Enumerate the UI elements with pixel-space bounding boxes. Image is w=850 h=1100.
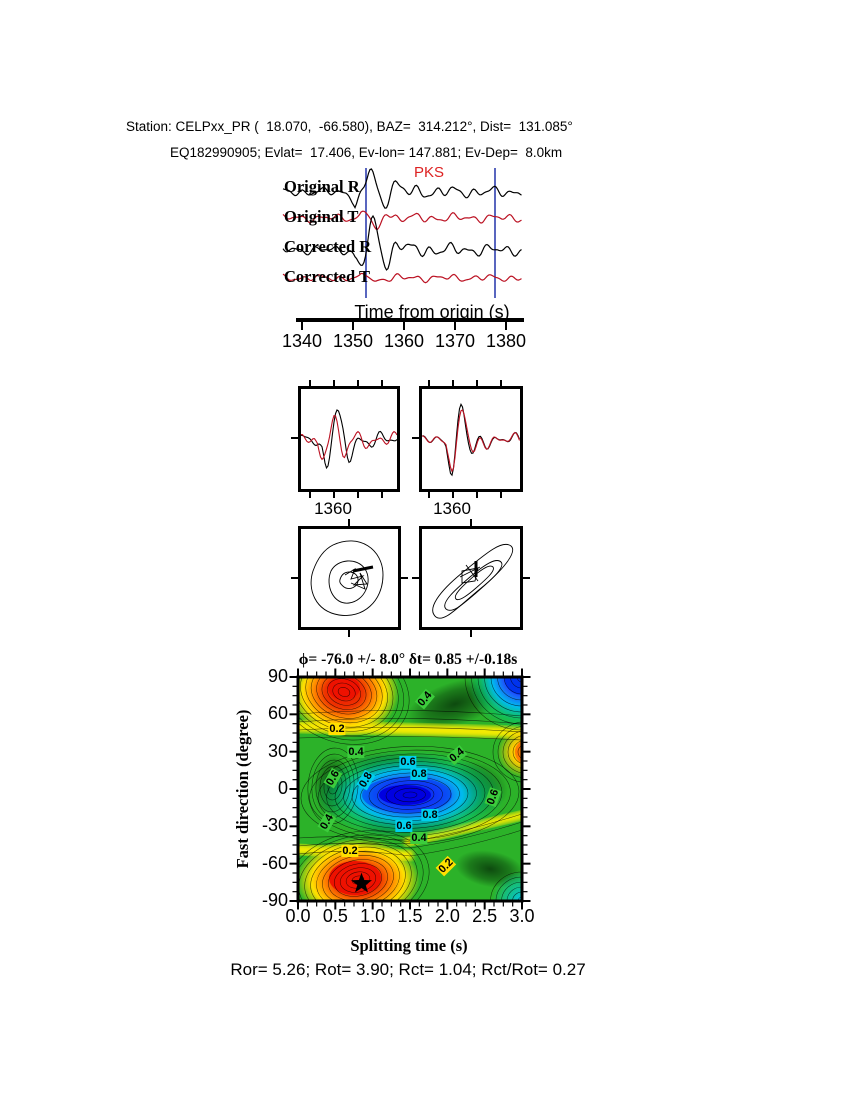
time-axis-tick-label: 1380 xyxy=(485,331,527,351)
tick-mark xyxy=(476,492,478,498)
tick-mark xyxy=(452,492,454,498)
contour-level-label: 0.4 xyxy=(414,688,436,710)
contour-level-label: 0.4 xyxy=(410,832,428,844)
header-line-2: EQ182990905; Evlat= 17.406, Ev-lon= 147.… xyxy=(170,145,563,160)
waveform-traces-plot xyxy=(282,168,522,298)
contour-level-label: 0.6 xyxy=(484,786,502,808)
time-axis-tick-label: 1370 xyxy=(434,331,476,351)
tick-mark xyxy=(348,519,350,526)
contour-level-label: 0.4 xyxy=(317,811,337,833)
contour-axis-ticks xyxy=(289,668,531,910)
phase-label-pks: PKS xyxy=(414,164,445,181)
tick-mark xyxy=(357,492,359,498)
tick-mark xyxy=(333,492,335,498)
time-axis-tick-label: 1350 xyxy=(332,331,374,351)
contour-level-label: 0.8 xyxy=(410,768,428,780)
time-axis-tick xyxy=(454,322,456,330)
time-axis-title: Time from origin (s) xyxy=(354,302,510,322)
trace-label-original-t: Original T xyxy=(284,207,359,226)
header-line-1: Station: CELPxx_PR ( 18.070, -66.580), B… xyxy=(126,119,573,134)
waveform-trace xyxy=(282,168,522,209)
tick-mark xyxy=(401,577,408,579)
contour-frame xyxy=(296,675,524,903)
particle-motion-box-right xyxy=(419,526,523,630)
contour-title: ϕ= -76.0 +/- 8.0° δt= 0.85 +/-0.18s xyxy=(298,651,518,668)
tick-mark xyxy=(291,577,298,579)
waveform-trace xyxy=(422,402,520,477)
particle-motion-plot-right xyxy=(432,543,514,619)
time-axis-tick xyxy=(301,322,303,330)
particle-motion-plot-left xyxy=(310,540,384,616)
tick-mark xyxy=(470,519,472,526)
contour-level-label: 0.2 xyxy=(341,845,359,857)
tick-mark xyxy=(412,437,419,439)
waveform-trace xyxy=(422,409,520,473)
waveform-trace xyxy=(301,414,397,461)
contour-level-label: 0.8 xyxy=(356,769,376,791)
contour-level-label: 0.4 xyxy=(446,744,468,766)
best-fit-star xyxy=(351,872,372,893)
zoom-box-left-label: 1360 xyxy=(314,499,352,518)
contour-y-axis-label: Fast direction (degree) xyxy=(233,709,252,869)
time-axis-line xyxy=(296,318,524,322)
time-axis-tick xyxy=(505,322,507,330)
tick-mark xyxy=(523,577,530,579)
contour-level-label: 0.6 xyxy=(395,820,413,832)
time-axis-tick xyxy=(352,322,354,330)
time-axis-tick xyxy=(403,322,405,330)
tick-mark xyxy=(500,492,502,498)
contour-level-label: 0.2 xyxy=(435,855,457,877)
contour-level-label: 0.2 xyxy=(328,723,346,735)
contour-level-label: 0.6 xyxy=(399,756,417,768)
waveform-trace xyxy=(282,272,522,284)
zoom-box-right-waveforms xyxy=(422,402,520,477)
particle-motion-box-left xyxy=(298,526,401,630)
footer-stats: Ror= 5.26; Rot= 3.90; Rct= 1.04; Rct/Rot… xyxy=(230,960,586,979)
zoom-box-right-label: 1360 xyxy=(433,499,471,518)
zoom-box-right xyxy=(419,386,523,492)
waveform-trace xyxy=(282,210,522,231)
contour-level-label: 0.8 xyxy=(421,809,439,821)
time-axis-tick-label: 1360 xyxy=(383,331,425,351)
zoom-box-left-waveforms xyxy=(301,409,397,470)
trace-label-original-r: Original R xyxy=(284,177,360,196)
contour-level-label: 0.6 xyxy=(323,767,343,789)
trace-label-corrected-t: Corrected T xyxy=(284,267,370,286)
time-axis-tick-label: 1340 xyxy=(281,331,323,351)
trace-label-corrected-r: Corrected R xyxy=(284,237,372,256)
tick-mark xyxy=(348,630,350,637)
waveform-trace xyxy=(301,409,397,470)
tick-mark xyxy=(309,492,311,498)
tick-mark xyxy=(470,630,472,637)
contour-level-labels: 0.2 0.4 0.4 0.6 0.8 0.4 0.6 0.8 0.6 0.8 0.6 0.4 0.2 0… xyxy=(285,664,535,914)
tick-mark xyxy=(412,577,419,579)
zoom-box-left xyxy=(298,386,400,492)
waveform-trace xyxy=(282,214,522,271)
contour-x-axis-label: Splitting time (s) xyxy=(350,936,468,955)
tick-mark xyxy=(291,437,298,439)
contour-level-label: 0.4 xyxy=(347,746,365,758)
tick-mark xyxy=(428,492,430,498)
tick-mark xyxy=(381,492,383,498)
